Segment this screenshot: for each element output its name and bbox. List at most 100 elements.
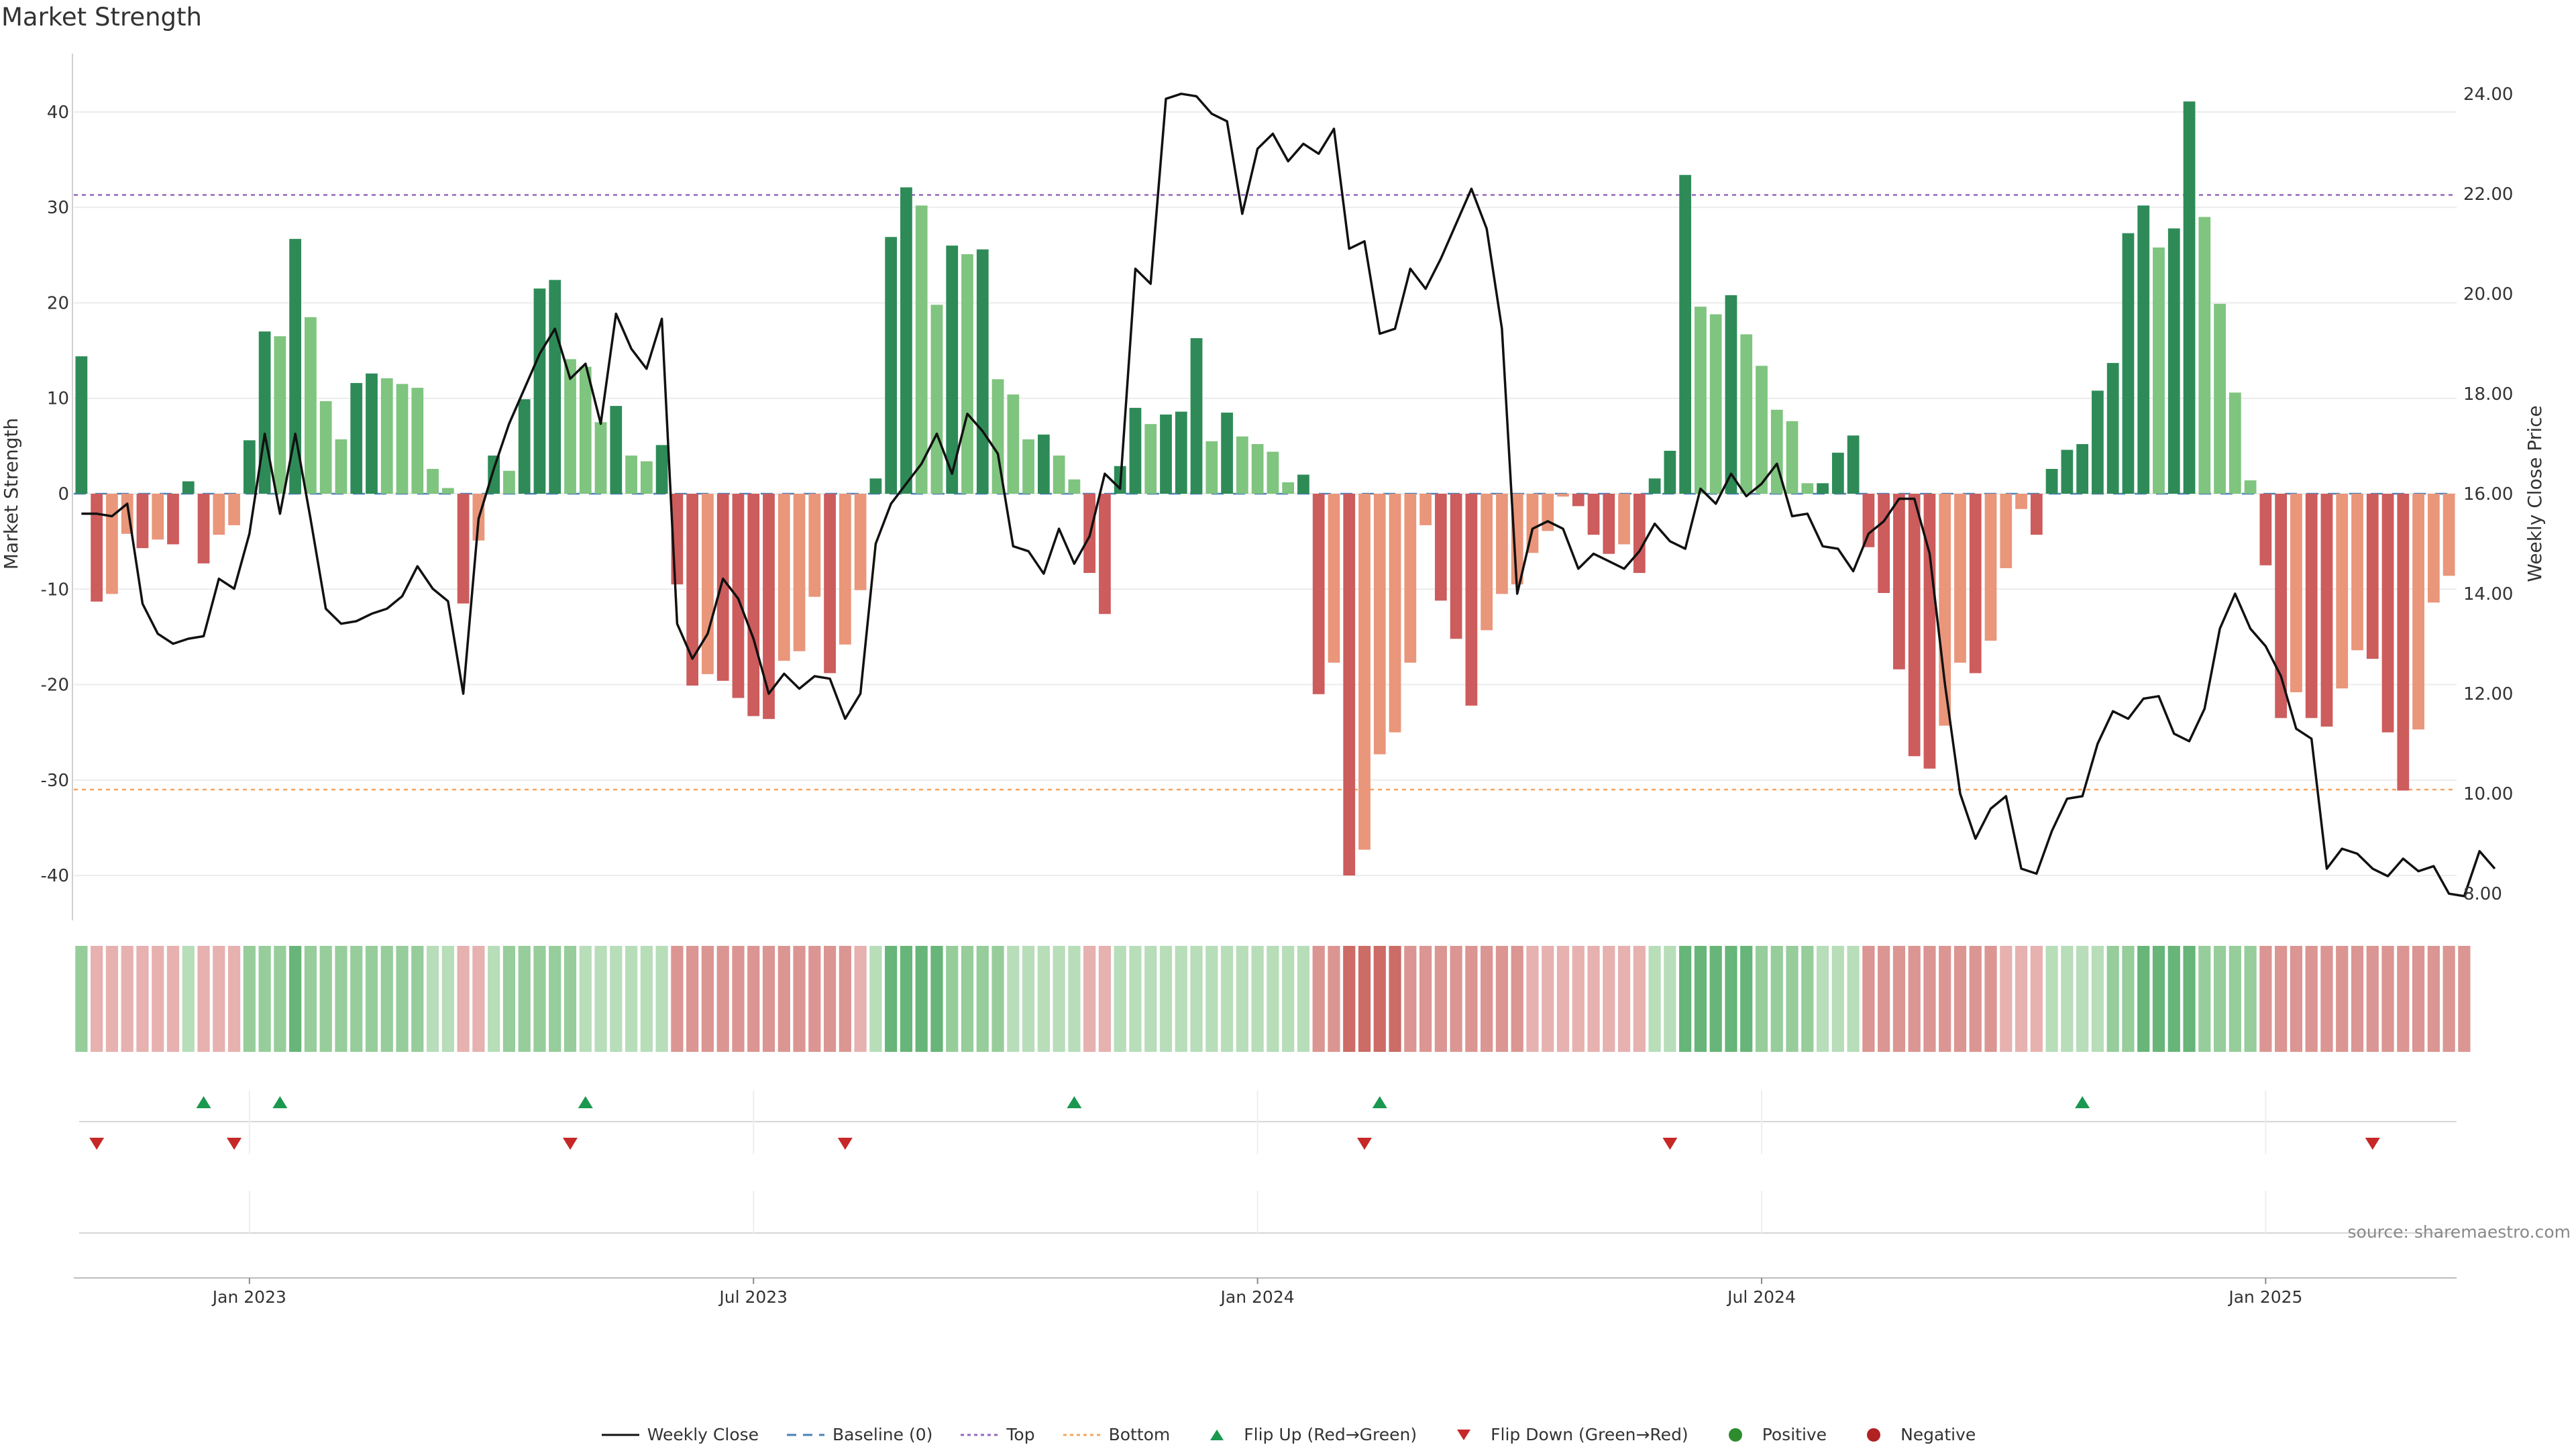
heat-cell — [472, 946, 485, 1052]
heat-cell — [518, 946, 531, 1052]
strength-bar — [2122, 233, 2135, 494]
x-tick-label: Jan 2023 — [211, 1287, 286, 1307]
legend-swatch — [600, 1427, 641, 1443]
heat-cell — [1007, 946, 1020, 1052]
strength-bar — [1129, 407, 1142, 494]
strength-bar — [335, 439, 347, 494]
heat-cell — [1358, 946, 1371, 1052]
heat-cell — [1816, 946, 1829, 1052]
heat-cell — [747, 946, 760, 1052]
strength-bar — [1450, 494, 1462, 639]
heat-cell — [411, 946, 424, 1052]
strength-bar — [1190, 338, 1203, 494]
heat-cell — [716, 946, 729, 1052]
chart-title: Market Strength — [1, 3, 202, 32]
strength-bar — [1358, 494, 1371, 850]
heat-cell — [1556, 946, 1570, 1052]
heat-cell — [915, 946, 928, 1052]
strength-bar — [427, 469, 439, 494]
strength-bars — [75, 101, 2455, 876]
heat-cell — [1831, 946, 1844, 1052]
strength-bar — [915, 205, 928, 494]
axes: -40 -30 -20 -10 0 10 20 30 40 8.00 10.00 12.00 14.00… — [0, 54, 2546, 920]
strength-bar — [2030, 494, 2043, 535]
heat-cell — [2366, 946, 2379, 1052]
heat-cell — [610, 946, 623, 1052]
y2-tick-label: 20.00 — [2463, 284, 2513, 305]
flip-up-marker — [2075, 1096, 2090, 1108]
strength-bar — [243, 440, 256, 494]
legend-dot — [1728, 1428, 1742, 1442]
x-axis: Jan 2023 Jul 2023 Jan 2024 Jul 2024 Jan 2025… — [74, 1277, 2457, 1307]
strength-bar — [763, 494, 775, 719]
legend-label: Positive — [1762, 1425, 1827, 1444]
strength-bar — [808, 494, 821, 597]
strength-bar — [1923, 494, 1936, 769]
heat-cell — [625, 946, 638, 1052]
heat-cell — [1343, 946, 1356, 1052]
flip-markers — [79, 1090, 2457, 1234]
strength-bar — [91, 494, 103, 602]
legend-item: Positive — [1715, 1425, 1827, 1444]
flip-up-marker — [1067, 1096, 1082, 1108]
flip-down-marker — [2365, 1138, 2380, 1150]
flip-down-marker — [227, 1138, 242, 1150]
heat-cell — [2091, 946, 2104, 1052]
heat-cell — [885, 946, 898, 1052]
heat-cell — [1633, 946, 1646, 1052]
heat-cell — [930, 946, 943, 1052]
flip-up-marker — [272, 1096, 288, 1108]
strength-bar — [1648, 478, 1661, 494]
heat-cell — [396, 946, 409, 1052]
strength-bar — [2076, 444, 2089, 494]
heat-cell — [1312, 946, 1325, 1052]
strength-bar — [1099, 494, 1111, 614]
strength-bar — [1618, 494, 1630, 545]
flip-down-marker — [563, 1138, 578, 1150]
heat-cell — [1617, 946, 1631, 1052]
strength-bar — [1878, 494, 1890, 593]
heat-cell — [1083, 946, 1096, 1052]
heat-cell — [274, 946, 286, 1052]
legend-label: Bottom — [1108, 1425, 1171, 1444]
strength-bar — [2305, 494, 2318, 718]
strength-bar — [2015, 494, 2027, 509]
heat-cell — [1786, 946, 1799, 1052]
flip-down-marker — [89, 1138, 105, 1150]
heat-cell — [1159, 946, 1173, 1052]
heat-cell — [1984, 946, 1997, 1052]
strength-bar — [1297, 474, 1309, 494]
heat-cell — [488, 946, 500, 1052]
strength-bar — [1481, 494, 1493, 631]
strength-bar — [1434, 494, 1447, 601]
heat-cell — [2458, 946, 2471, 1052]
reference-lines — [74, 194, 2457, 791]
strength-bar — [2397, 494, 2410, 791]
strength-bar — [75, 356, 88, 494]
strength-bar — [380, 378, 393, 494]
heat-cell — [1190, 946, 1203, 1052]
heat-cell — [594, 946, 607, 1052]
strength-bar — [2443, 494, 2455, 576]
heat-cell — [380, 946, 393, 1052]
heat-cell — [854, 946, 867, 1052]
legend-label: Flip Down (Green→Red) — [1491, 1425, 1688, 1444]
strength-bar — [1679, 174, 1692, 494]
strength-bar — [1496, 494, 1508, 594]
heat-cell — [1953, 946, 1967, 1052]
legend-item: Baseline (0) — [786, 1425, 932, 1444]
strength-bar — [1954, 494, 1966, 663]
heat-cell — [2061, 946, 2074, 1052]
strength-bar — [839, 494, 851, 645]
strength-bar — [136, 494, 149, 549]
legend-dot — [1867, 1428, 1881, 1442]
strength-bar — [1160, 414, 1172, 494]
heat-cell — [2320, 946, 2333, 1052]
y2-tick-label: 16.00 — [2463, 484, 2513, 504]
x-tick-label: Jan 2024 — [1220, 1287, 1295, 1307]
heat-cell — [1465, 946, 1478, 1052]
heat-cell — [2122, 946, 2135, 1052]
heat-cell — [1908, 946, 1921, 1052]
y-tick-label: 40 — [47, 103, 69, 123]
y2-tick-label: 24.00 — [2463, 85, 2513, 105]
